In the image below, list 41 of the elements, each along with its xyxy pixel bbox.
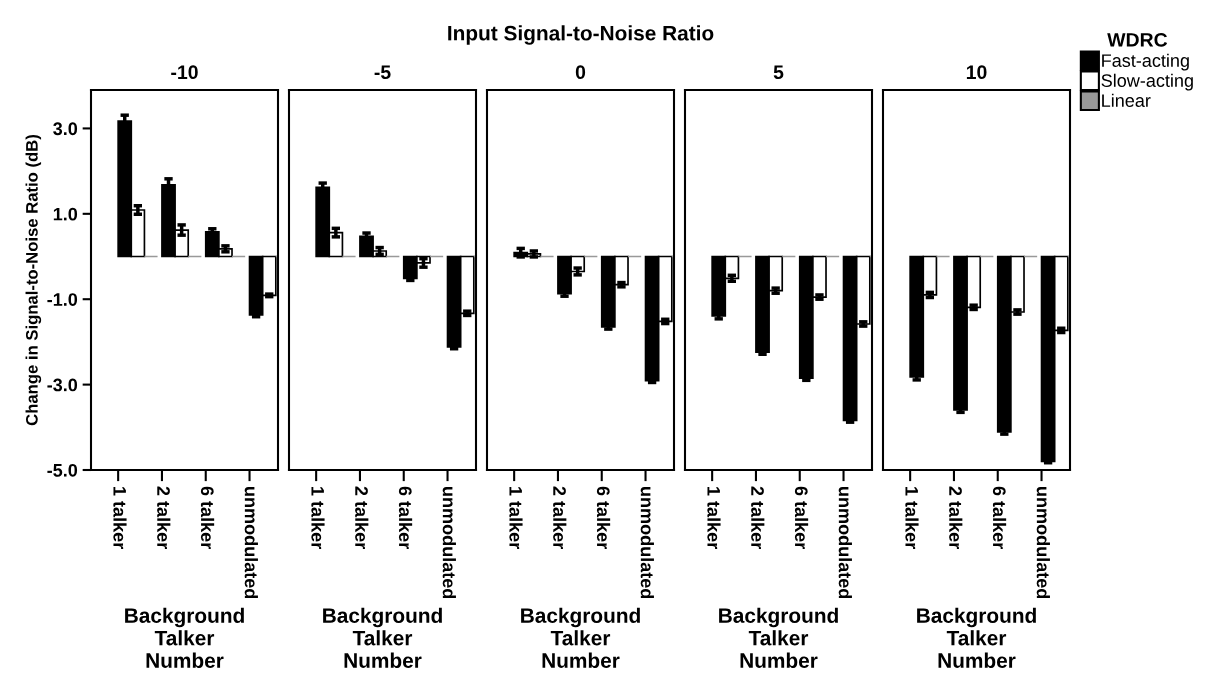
x-tick-label: 1 talker bbox=[113, 487, 127, 549]
x-axis-title: Background Talker Number bbox=[917, 607, 1036, 668]
chart-title: 10 bbox=[966, 65, 987, 80]
legend-label: Slow-acting bbox=[1101, 73, 1193, 91]
x-axis-title: Background Talker Number bbox=[125, 607, 244, 668]
y-tick-label: -1.0 bbox=[47, 293, 78, 306]
x-tick-label: 2 talker bbox=[751, 486, 765, 549]
x-tick-label: 1 talker bbox=[311, 487, 325, 549]
x-tick-label: 2 talker bbox=[949, 486, 963, 549]
y-tick-label: 3.0 bbox=[53, 122, 78, 136]
chart-title: -10 bbox=[171, 65, 198, 80]
x-tick-label: unmodulated bbox=[838, 487, 852, 599]
x-tick-label: 6 talker bbox=[992, 486, 1007, 549]
x-tick-label: unmodulated bbox=[1036, 487, 1050, 599]
x-tick-label: 1 talker bbox=[905, 487, 919, 549]
y-tick-label: -5.0 bbox=[47, 463, 78, 477]
x-axis-title: Background Talker Number bbox=[323, 607, 442, 668]
x-tick-label: 2 talker bbox=[355, 486, 369, 549]
x-tick-label: 6 talker bbox=[200, 486, 215, 549]
x-tick-label: 2 talker bbox=[553, 486, 567, 549]
x-axis-title: Background Talker Number bbox=[521, 607, 640, 668]
legend-label: Fast-acting bbox=[1102, 53, 1189, 71]
x-tick-label: unmodulated bbox=[640, 487, 654, 599]
x-tick-label: unmodulated bbox=[244, 487, 258, 599]
chart-title: -5 bbox=[374, 65, 391, 80]
x-tick-label: 6 talker bbox=[794, 486, 809, 549]
x-tick-label: 1 talker bbox=[707, 487, 721, 549]
x-tick-label: 6 talker bbox=[398, 486, 413, 549]
legend-title: WDRC bbox=[1107, 32, 1168, 47]
x-tick-label: unmodulated bbox=[442, 487, 456, 599]
y-tick-label: 1.0 bbox=[53, 207, 78, 221]
y-tick-label: -3.0 bbox=[47, 378, 78, 392]
chart-title: 0 bbox=[575, 65, 586, 80]
text: Input Signal-to-Noise Ratio bbox=[448, 25, 714, 45]
chart-title: 5 bbox=[773, 65, 784, 80]
x-tick-label: 1 talker bbox=[509, 487, 523, 549]
x-tick-label: 2 talker bbox=[157, 486, 171, 549]
x-tick-label: 6 talker bbox=[596, 486, 611, 549]
y-axis-title: Change in Signal-to-Noise Ratio (dB) bbox=[25, 134, 42, 426]
legend-label: Linear bbox=[1102, 93, 1151, 107]
x-axis-title: Background Talker Number bbox=[719, 607, 838, 668]
